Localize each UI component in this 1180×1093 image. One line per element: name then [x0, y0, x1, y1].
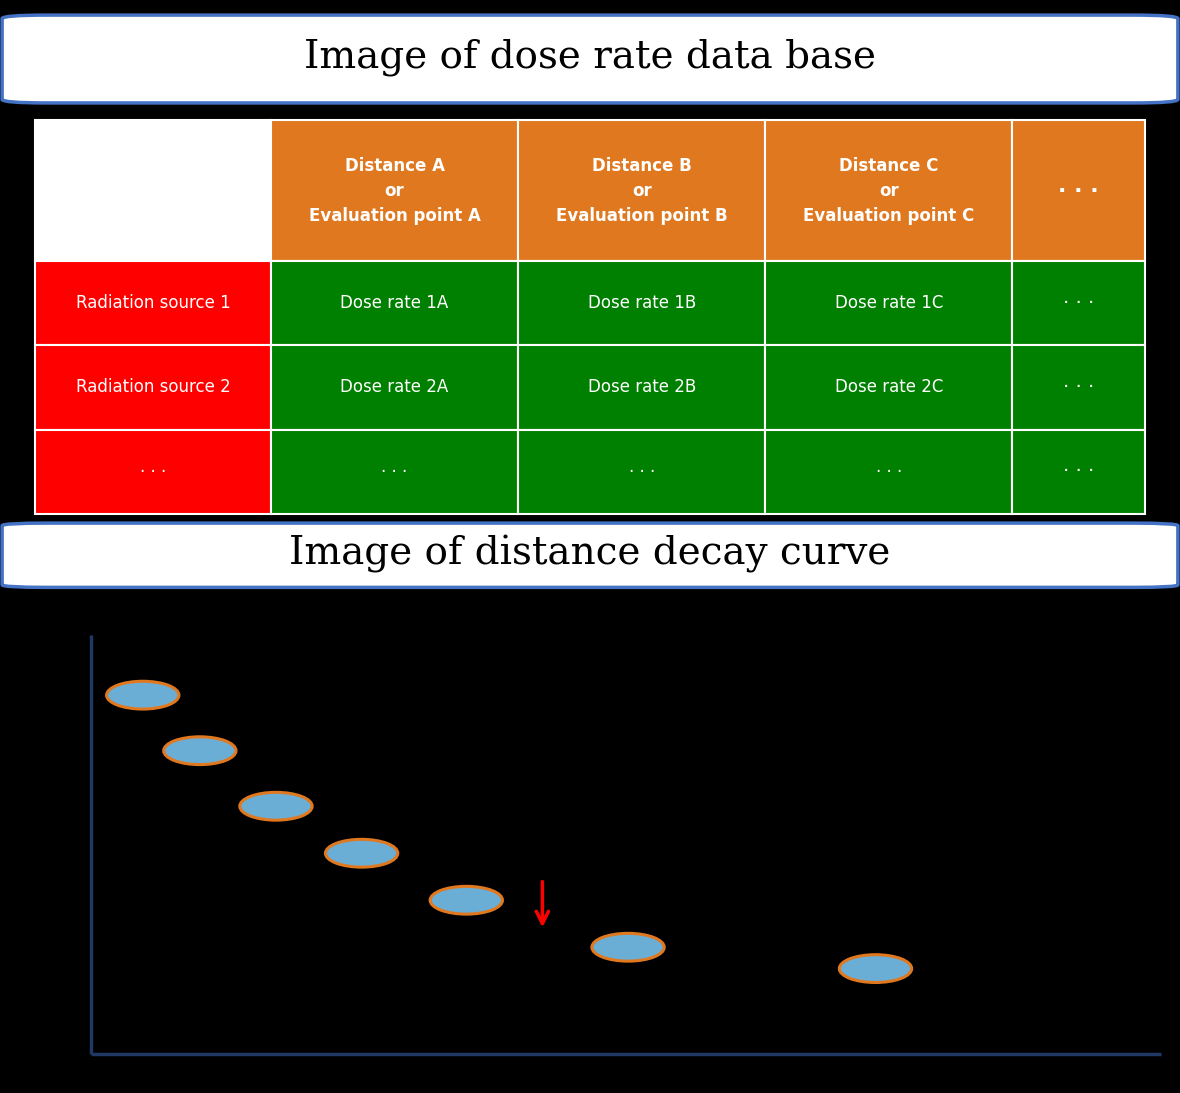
Text: Dose rate 2A: Dose rate 2A	[341, 378, 448, 397]
Ellipse shape	[431, 886, 503, 914]
Text: · · ·: · · ·	[381, 462, 408, 481]
Ellipse shape	[106, 681, 179, 709]
Text: Radiation source 2: Radiation source 2	[76, 378, 230, 397]
Text: · · ·: · · ·	[876, 462, 902, 481]
Bar	[518, 261, 766, 345]
Bar	[271, 120, 518, 261]
Bar	[271, 430, 518, 514]
Ellipse shape	[592, 933, 664, 961]
Text: · · ·: · · ·	[1058, 180, 1099, 201]
Bar	[766, 261, 1012, 345]
Text: Image of dose rate data base: Image of dose rate data base	[304, 38, 876, 77]
Bar	[35, 345, 271, 430]
FancyBboxPatch shape	[2, 524, 1178, 587]
Bar	[766, 120, 1012, 261]
Bar	[271, 345, 518, 430]
Bar	[518, 345, 766, 430]
Ellipse shape	[164, 737, 236, 765]
Text: · · ·: · · ·	[1063, 294, 1094, 313]
Bar	[35, 120, 271, 261]
FancyBboxPatch shape	[2, 15, 1178, 103]
Text: Dose rate 1A: Dose rate 1A	[341, 294, 448, 313]
Text: · · ·: · · ·	[1063, 462, 1094, 481]
Ellipse shape	[240, 792, 313, 820]
Text: Dose rate 2B: Dose rate 2B	[588, 378, 696, 397]
Text: Image of distance decay curve: Image of distance decay curve	[289, 534, 891, 573]
Bar	[518, 430, 766, 514]
Bar	[1012, 430, 1145, 514]
Bar	[1012, 261, 1145, 345]
Bar	[35, 261, 271, 345]
Ellipse shape	[326, 839, 398, 867]
Bar	[271, 261, 518, 345]
Text: · · ·: · · ·	[1063, 378, 1094, 397]
Bar	[35, 430, 271, 514]
Text: · · ·: · · ·	[140, 462, 166, 481]
Text: Distance A
or
Evaluation point A: Distance A or Evaluation point A	[309, 156, 480, 225]
Bar	[766, 345, 1012, 430]
Text: · · ·: · · ·	[629, 462, 655, 481]
Bar	[518, 120, 766, 261]
Bar	[1012, 120, 1145, 261]
Text: Dose rate 2C: Dose rate 2C	[834, 378, 943, 397]
Text: Radiation source 1: Radiation source 1	[76, 294, 230, 313]
Text: Dose rate 1B: Dose rate 1B	[588, 294, 696, 313]
Ellipse shape	[839, 954, 912, 983]
Bar	[1012, 345, 1145, 430]
Text: Dose rate 1C: Dose rate 1C	[834, 294, 943, 313]
Bar	[766, 430, 1012, 514]
Text: Distance C
or
Evaluation point C: Distance C or Evaluation point C	[804, 156, 975, 225]
Text: Distance B
or
Evaluation point B: Distance B or Evaluation point B	[556, 156, 728, 225]
